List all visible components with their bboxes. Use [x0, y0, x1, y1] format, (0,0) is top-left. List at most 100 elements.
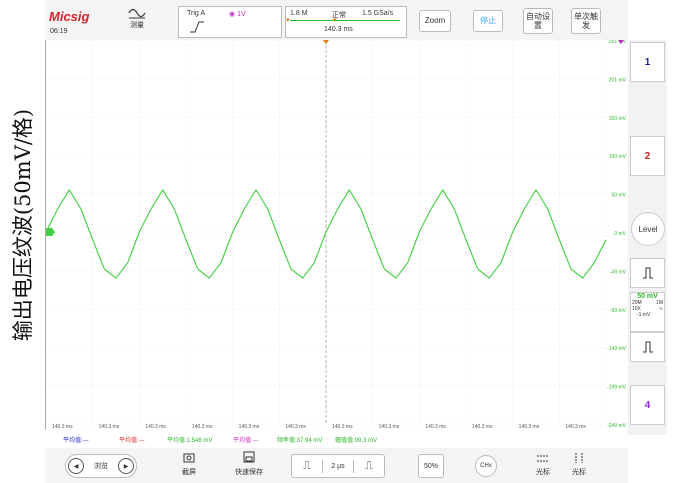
channel-1-button[interactable]: 1: [630, 42, 665, 82]
top-toolbar: Micsig 06:19 测量 Trig A ◉ 1V 1.8 M 正常 1.5…: [45, 0, 628, 41]
channel-1-label: 1: [644, 56, 651, 68]
memory-depth: 1.8 M: [290, 10, 308, 17]
y-tick-label: 100 mV: [609, 154, 627, 160]
timebase-inc-icon[interactable]: ⎍: [353, 459, 384, 473]
level-knob[interactable]: Level: [631, 212, 665, 246]
y-tick-label: -49 mV: [610, 269, 627, 275]
browse-control[interactable]: ◀ 浏览 ▶: [65, 454, 137, 478]
brand-logo: Micsig: [49, 9, 90, 24]
zoom-button[interactable]: Zoom: [419, 10, 451, 32]
y-tick-label: 201 mV: [609, 77, 627, 83]
trigger-level: ◉ 1V: [229, 11, 246, 18]
level-label: Level: [638, 224, 658, 234]
side-label-text: 输出电压纹波(50mV/格): [11, 108, 36, 342]
timebase-dec-icon[interactable]: ⎍: [292, 459, 323, 473]
channel-bw: 20M: [632, 300, 642, 306]
channel-impedance: 1M: [656, 300, 663, 306]
save-icon: [243, 451, 255, 463]
timebase-control[interactable]: ⎍ 2 µs ⎍: [291, 454, 385, 478]
quick-save-label: 快速保存: [235, 469, 263, 476]
left-marker-icon: ▾: [286, 17, 290, 24]
y-tick-label: -99 mV: [610, 308, 627, 314]
browse-label: 浏览: [94, 463, 108, 470]
measure-button[interactable]: 测量: [125, 6, 149, 36]
acquisition-panel[interactable]: 1.8 M 正常 1.5 GSa/s ▾ ▾ 140.3 ms: [285, 6, 407, 38]
sine-icon: [128, 8, 146, 19]
y-tick-label: 0 mV: [614, 231, 626, 237]
x-tick-label: 140.3 ms: [519, 424, 540, 430]
channel-2-button[interactable]: 2: [630, 136, 665, 176]
x-tick-label: 140.3 ms: [192, 424, 213, 430]
y-tick-label: 251 mV: [609, 40, 627, 45]
x-tick-label: 140.3 ms: [425, 424, 446, 430]
pulse-icon-button-2[interactable]: [630, 332, 665, 362]
x-tick-label: 140.3 ms: [332, 424, 353, 430]
percent-button[interactable]: 50%: [418, 454, 444, 478]
vertical-cursor-icon: [575, 453, 583, 463]
vertical-cursor-label: 光标: [572, 469, 586, 476]
y-tick-label: 50 mV: [612, 193, 627, 199]
waveform-display[interactable]: 251 mV 201 mV 150 mV 100 mV 50 mV 0 mV -49 mV -…: [45, 39, 630, 430]
x-tick-label: 140.3 ms: [379, 424, 400, 430]
y-tick-label: -149 mV: [607, 346, 627, 352]
channel-probe: 10X: [632, 306, 641, 312]
x-tick-label: 140.3 ms: [239, 424, 260, 430]
waveform-trace: [45, 189, 607, 279]
single-trigger-button[interactable]: 单次触发: [571, 8, 601, 34]
y-tick-label: -249 mV: [607, 423, 627, 429]
channel-4-button[interactable]: 4: [630, 385, 665, 425]
measurement-bar: 平均值:--- 平均值:--- 平均值:1.546 mV 平均值:--- 频率值…: [45, 432, 628, 446]
trigger-time: 140.3 ms: [324, 26, 353, 33]
clock: 06:19: [50, 28, 68, 35]
auto-setup-button[interactable]: 自动设置: [523, 8, 553, 34]
measurement-2[interactable]: 平均值:---: [119, 438, 145, 444]
bottom-toolbar: ◀ 浏览 ▶ 截屏 快速保存 ⎍ 2 µs ⎍ 50% CHx 光标 光标: [45, 448, 628, 483]
sample-rate: 1.5 GSa/s: [362, 10, 394, 17]
memory-bar: [290, 20, 400, 21]
vertical-cursor-button[interactable]: 光标: [567, 452, 591, 477]
measurement-1[interactable]: 平均值:---: [63, 438, 89, 444]
cursor-button[interactable]: 光标: [531, 452, 555, 477]
channel-offset: -1 mV: [637, 312, 651, 318]
ground-marker-icon: [46, 228, 55, 236]
trigger-level-value: 1V: [237, 11, 246, 18]
channel-scale: 50 mV: [637, 293, 658, 300]
waveform-plot: 251 mV 201 mV 150 mV 100 mV 50 mV 0 mV -49 mV -…: [45, 39, 627, 430]
timebase-value: 2 µs: [331, 462, 345, 470]
channel-2-label: 2: [644, 150, 651, 162]
measurement-3[interactable]: 平均值:1.546 mV: [167, 438, 213, 444]
y-tick-label: 150 mV: [609, 116, 627, 122]
run-state: 正常: [332, 12, 346, 19]
trigger-label: Trig A: [187, 10, 206, 17]
cursor-icon: [537, 455, 549, 462]
y-tick-label: -199 mV: [607, 385, 627, 391]
measurement-4[interactable]: 平均值:---: [233, 438, 259, 444]
ac-coupling-icon: ∿: [658, 306, 663, 312]
measurement-6[interactable]: 幅值值:99.3 mV: [335, 438, 378, 444]
trigger-marker-icon: ▾: [333, 17, 337, 24]
x-tick-label: 140.3 ms: [565, 424, 586, 430]
side-label: 输出电压纹波(50mV/格): [0, 40, 44, 410]
rising-edge-icon: [190, 21, 204, 33]
prev-icon[interactable]: ◀: [68, 458, 84, 474]
stop-button[interactable]: 停止: [473, 10, 503, 32]
trigger-level-icon: [618, 40, 624, 44]
cursor-label: 光标: [536, 469, 550, 476]
x-tick-label: 140.3 ms: [285, 424, 306, 430]
x-tick-label: 140.3 ms: [472, 424, 493, 430]
next-icon[interactable]: ▶: [118, 458, 134, 474]
measurement-5[interactable]: 频率值:37.94 mV: [277, 438, 323, 444]
chx-button[interactable]: CHx: [475, 455, 497, 477]
channel-info[interactable]: 50 mV 20M 1M 10X ∿ -1 mV: [630, 292, 665, 332]
screenshot-button[interactable]: 截屏: [177, 451, 201, 477]
channel-panel: 1 2 Level 50 mV 20M 1M 10X ∿ -1 mV 4: [628, 40, 667, 435]
x-tick-label: 140.3 ms: [145, 424, 166, 430]
pulse-icon: [642, 267, 653, 279]
quick-save-button[interactable]: 快速保存: [231, 451, 267, 477]
x-tick-label: 140.3 ms: [52, 424, 73, 430]
pulse-icon-button-1[interactable]: [630, 258, 665, 288]
trigger-panel[interactable]: Trig A ◉ 1V: [178, 6, 282, 38]
screenshot-label: 截屏: [182, 469, 196, 476]
x-tick-label: 140.3 ms: [99, 424, 120, 430]
pulse-icon: [642, 341, 653, 353]
